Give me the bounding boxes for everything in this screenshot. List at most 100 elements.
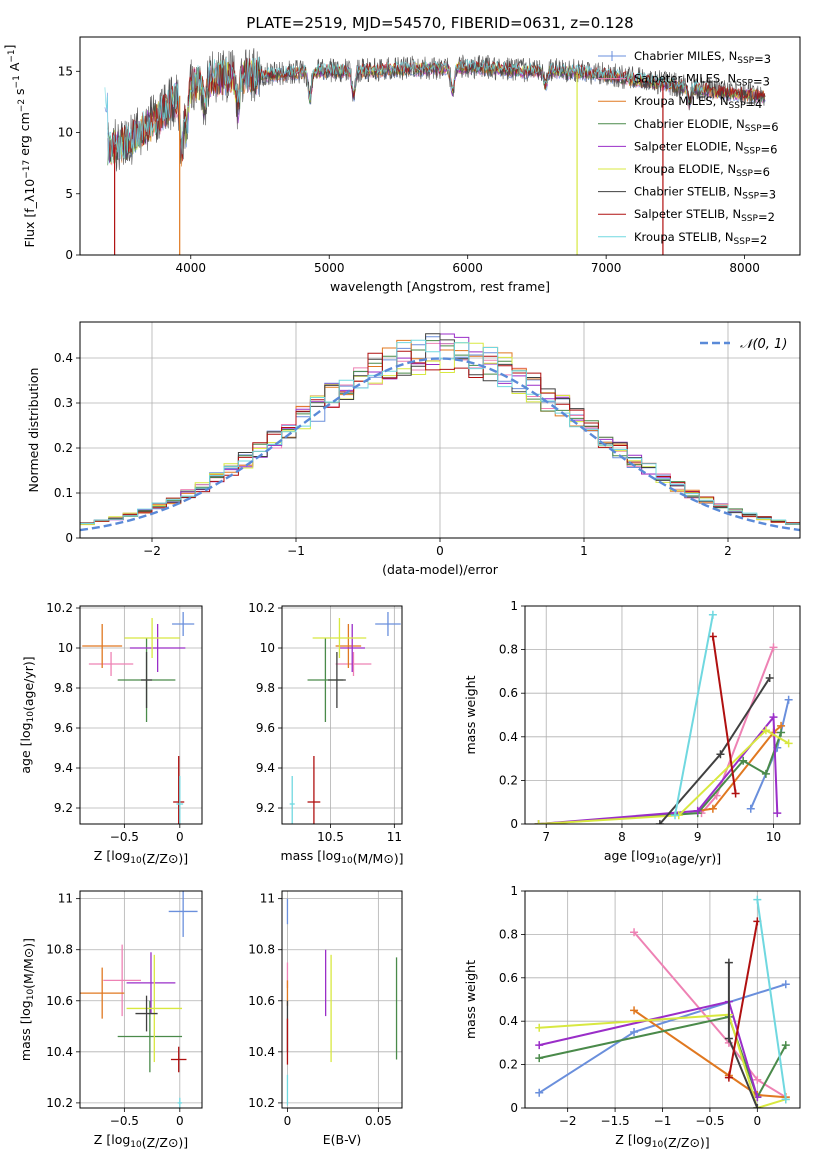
y-tick-label: 10 — [58, 126, 73, 140]
errorbar-point — [168, 891, 198, 937]
y-tick-label: 1 — [510, 884, 518, 898]
weight-point — [784, 695, 793, 704]
y-tick-label: 0.4 — [499, 730, 518, 744]
errorbar-point — [88, 652, 134, 676]
weight-vs-metallicity-panel: −2 −1.5 −1 −0.5 0 0 0.2 0.4 0.6 0.8 1 Z [log10(Z/Z⊙… — [463, 884, 801, 1150]
y-tick-label: 9.6 — [54, 721, 73, 735]
x-tick-label: −1 — [654, 1114, 672, 1128]
x-tick-label: −2 — [559, 1114, 577, 1128]
errorbar-point — [82, 624, 123, 668]
errorbar-point — [289, 776, 295, 824]
x-tick-label: 0 — [436, 544, 444, 558]
x-axis-label: Z [log10(Z/Z⊙)] — [94, 1132, 188, 1150]
weight-point — [693, 806, 702, 815]
y-tick-label: 9.4 — [256, 761, 275, 775]
y-tick-label: 9.2 — [54, 801, 73, 815]
weight-series — [535, 980, 790, 1097]
weight-point — [724, 958, 733, 967]
y-tick-label: 10.2 — [248, 1096, 275, 1110]
y-tick-label: 9.2 — [256, 801, 275, 815]
y-axis-label: Normed distribution — [26, 368, 41, 493]
x-axis-label: (data-model)/error — [382, 562, 499, 577]
errorbar-point — [177, 1097, 183, 1108]
y-tick-label: 0 — [510, 817, 518, 831]
weight-point — [753, 1104, 762, 1108]
weight-series — [535, 997, 762, 1102]
axes-frame — [524, 605, 801, 825]
weight-point — [708, 804, 717, 813]
errorbar-point — [129, 624, 186, 672]
y-tick-label: 5 — [65, 187, 73, 201]
errorbar-point — [126, 954, 183, 1063]
y-tick-label: 10.2 — [248, 601, 275, 615]
errorbar-point — [312, 618, 367, 658]
weight-point — [769, 713, 778, 722]
weight-line — [538, 714, 779, 824]
x-tick-label: 7000 — [591, 261, 622, 275]
y-tick-label: 0 — [65, 248, 73, 262]
x-tick-label: 0 — [284, 1114, 292, 1128]
legend-label: Kroupa ELODIE, NSSP=6 — [634, 162, 770, 179]
legend-label: Salpeter MILES, NSSP=3 — [634, 72, 770, 89]
weight-line — [756, 899, 787, 1100]
y-tick-label: 1 — [510, 599, 518, 613]
legend-label: Salpeter ELODIE, NSSP=6 — [634, 139, 777, 156]
axes-frame — [79, 605, 203, 825]
y-tick-label: 10 — [260, 641, 275, 655]
weight-point — [534, 820, 543, 824]
spectrum-line — [104, 56, 704, 164]
errorbar-point — [307, 756, 321, 824]
y-tick-label: 9.8 — [256, 681, 275, 695]
mass-vs-metallicity-panel: −0.5 0 10.2 10.4 10.6 10.8 11 Z [log10(Z/Z⊙)] ma… — [18, 890, 203, 1150]
errorbar-point — [103, 944, 141, 1017]
weight-vs-age-marks — [534, 610, 793, 824]
y-tick-label: 0.2 — [499, 773, 518, 787]
y-tick-label: 0.3 — [54, 396, 73, 410]
y-tick-label: 9.6 — [256, 721, 275, 735]
axes-frame — [524, 890, 801, 1109]
weight-point — [535, 1023, 544, 1032]
errorbar-point — [335, 652, 372, 676]
weight-line — [539, 1013, 787, 1108]
weight-series — [724, 958, 762, 1108]
weight-line — [538, 729, 790, 824]
mass-vs-ebv-marks — [286, 898, 398, 1106]
x-tick-label: 9 — [694, 830, 702, 844]
weight-point — [724, 1073, 733, 1082]
x-tick-label: 6000 — [452, 261, 483, 275]
y-tick-label: 10.4 — [46, 1045, 73, 1059]
errorbar-point — [170, 1046, 187, 1073]
y-tick-label: 0.2 — [54, 441, 73, 455]
y-tick-label: 10.6 — [248, 994, 275, 1008]
weight-point — [777, 728, 786, 737]
axes-frame — [79, 890, 203, 1109]
weight-point — [535, 1041, 544, 1050]
y-axis-label: mass weight — [463, 675, 478, 754]
x-axis-label: wavelength [Angstrom, rest frame] — [330, 279, 550, 294]
histogram-step — [80, 339, 800, 538]
weight-series — [746, 695, 793, 813]
x-tick-label: 10 — [766, 830, 781, 844]
x-tick-label: 4000 — [175, 261, 206, 275]
legend-label: Chabrier ELODIE, NSSP=6 — [634, 117, 779, 134]
weight-point — [655, 820, 664, 824]
x-tick-label: 10.5 — [317, 830, 344, 844]
x-axis-label: age [log10(age/yr)] — [604, 848, 721, 866]
errorbar-point — [173, 756, 185, 824]
y-tick-label: 0 — [510, 1101, 518, 1115]
y-tick-label: 0.8 — [499, 927, 518, 941]
weight-point — [781, 980, 790, 989]
legend-label: Kroupa STELIB, NSSP=2 — [634, 230, 767, 247]
errorbar-point — [80, 967, 125, 1019]
legend-label: Chabrier STELIB, NSSP=3 — [634, 185, 776, 202]
x-tick-label: 0 — [754, 1114, 762, 1128]
x-tick-label: 0 — [176, 1114, 184, 1128]
weight-point — [761, 769, 770, 778]
x-axis-label: mass [log10(M/M⊙)] — [280, 848, 403, 866]
weight-point — [765, 673, 774, 682]
weight-point — [753, 1075, 762, 1084]
weight-vs-metallicity-marks — [535, 895, 790, 1108]
x-tick-label: −0.5 — [110, 1114, 139, 1128]
